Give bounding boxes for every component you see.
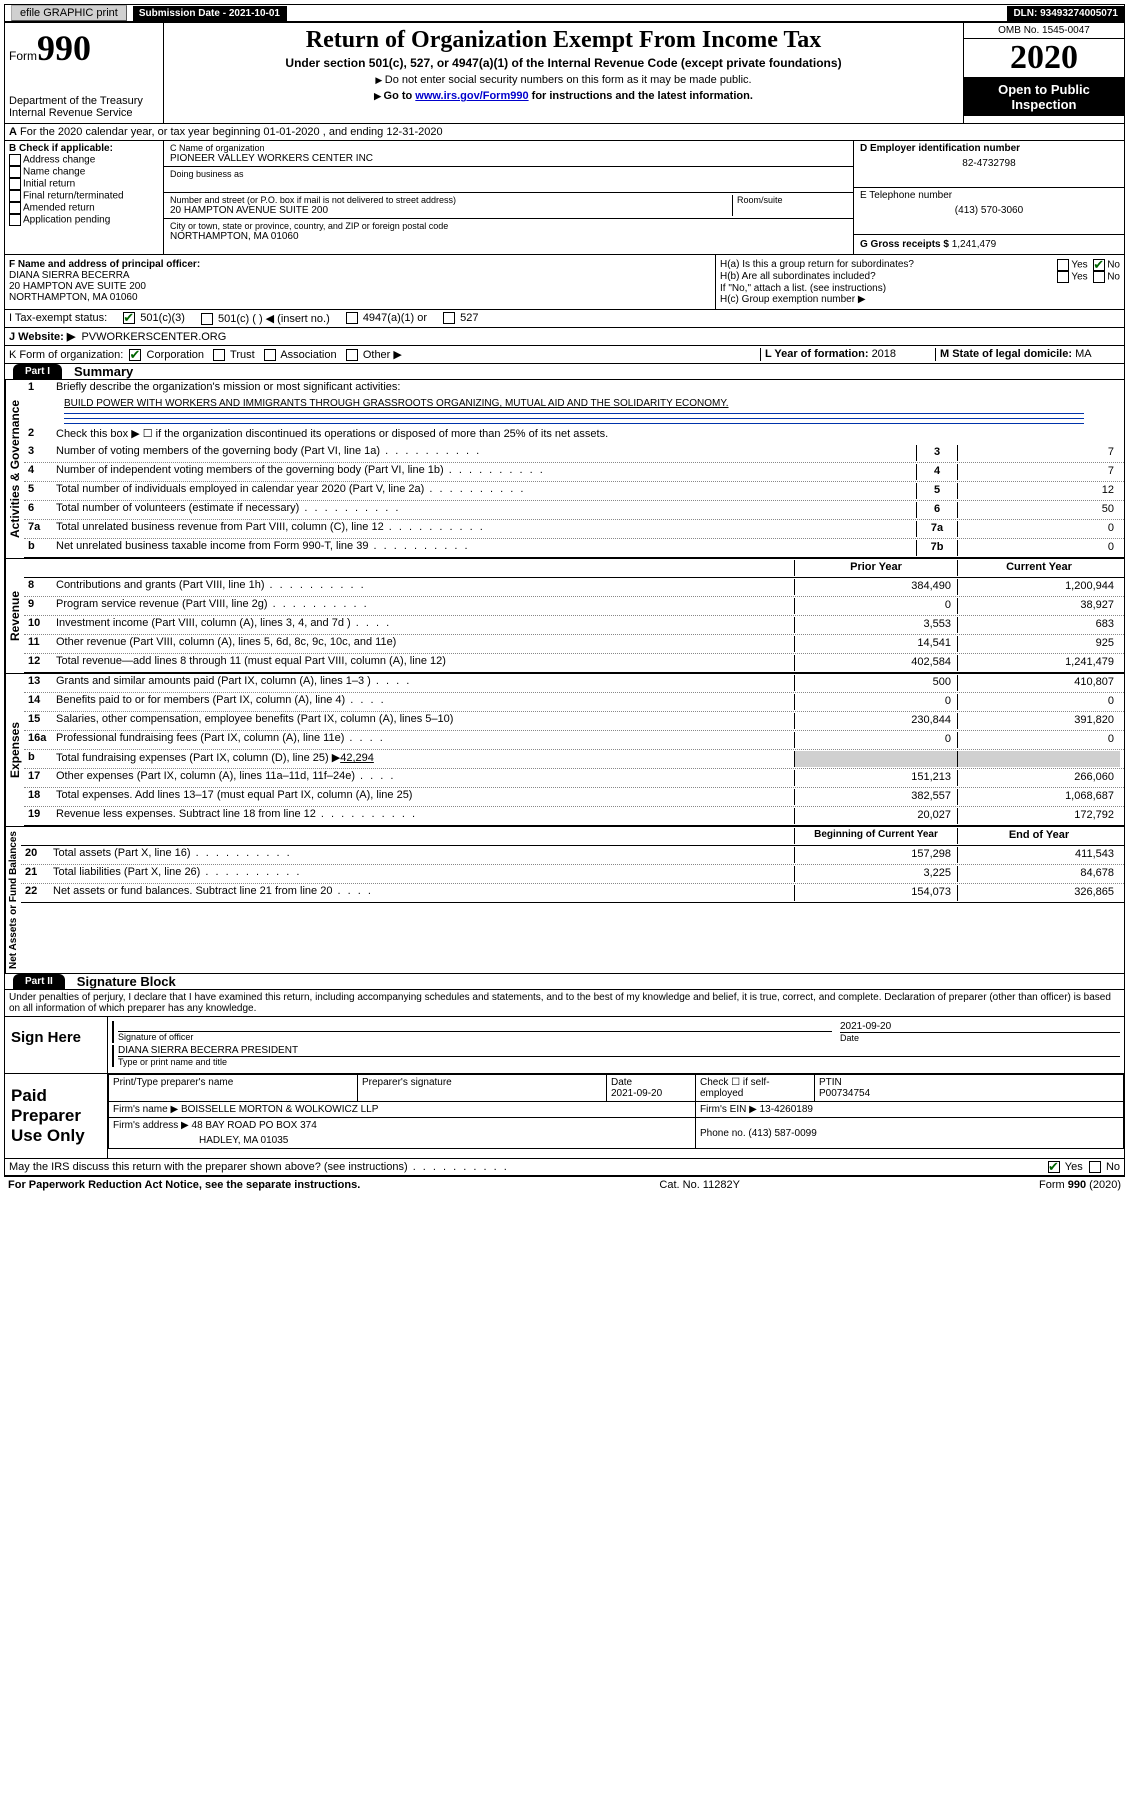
form-title: Return of Organization Exempt From Incom… — [168, 27, 959, 54]
cb-amended-return[interactable] — [9, 202, 21, 214]
row-i-tax-status: I Tax-exempt status: 501(c)(3) 501(c) ( … — [5, 310, 1124, 328]
form-container: Form990 Department of the Treasury Inter… — [4, 22, 1125, 1177]
section-revenue: Revenue Prior YearCurrent Year 8Contribu… — [5, 559, 1124, 674]
gross-receipts-label: G Gross receipts $ — [860, 239, 952, 250]
irs-label: Internal Revenue Service — [9, 107, 159, 119]
cb-application-pending[interactable] — [9, 214, 21, 226]
cb-discuss-no[interactable] — [1089, 1161, 1101, 1173]
ssn-note: Do not enter social security numbers on … — [168, 74, 959, 86]
hc-label: H(c) Group exemption number ▶ — [720, 294, 1120, 305]
tax-year: 2020 — [964, 38, 1124, 78]
cb-corp[interactable] — [129, 349, 141, 361]
cb-final-return[interactable] — [9, 190, 21, 202]
officer-label: F Name and address of principal officer: — [9, 259, 711, 270]
officer-signature-line[interactable]: Signature of officer 2021-09-20 Date — [112, 1021, 1120, 1043]
submission-date-box: Submission Date - 2021-10-01 — [133, 6, 287, 21]
discuss-row: May the IRS discuss this return with the… — [5, 1159, 1124, 1176]
org-city: NORTHAMPTON, MA 01060 — [170, 231, 847, 242]
ha-label: H(a) Is this a group return for subordin… — [720, 259, 914, 271]
goto-note: Go to www.irs.gov/Form990 for instructio… — [168, 90, 959, 102]
cb-4947[interactable] — [346, 312, 358, 324]
row-klm: K Form of organization: Corporation Trus… — [5, 346, 1124, 364]
org-address: 20 HAMPTON AVENUE SUITE 200 — [170, 205, 732, 216]
sign-here-section: Sign Here Signature of officer 2021-09-2… — [5, 1017, 1124, 1074]
website-value: PVWORKERSCENTER.ORG — [81, 331, 226, 343]
officer-name: DIANA SIERRA BECERRA — [9, 270, 711, 281]
part-ii-header: Part II Signature Block — [5, 974, 1124, 990]
org-name-label: C Name of organization — [170, 143, 847, 153]
omb-number: OMB No. 1545-0047 — [964, 23, 1124, 38]
row-j-website: J Website: ▶ PVWORKERSCENTER.ORG — [5, 328, 1124, 346]
page-footer: For Paperwork Reduction Act Notice, see … — [4, 1177, 1125, 1193]
org-name: PIONEER VALLEY WORKERS CENTER INC — [170, 153, 847, 164]
dba-label: Doing business as — [170, 169, 847, 179]
cb-name-change[interactable] — [9, 166, 21, 178]
public-inspection: Open to Public Inspection — [964, 78, 1124, 116]
cb-hb-no[interactable] — [1093, 271, 1105, 283]
section-activities-governance: Activities & Governance 1Briefly describ… — [5, 380, 1124, 559]
cb-other[interactable] — [346, 349, 358, 361]
ein-value: 82-4732798 — [860, 154, 1118, 169]
part-i-header: Part I Summary — [5, 364, 1124, 380]
phone-value: (413) 570-3060 — [860, 201, 1118, 216]
form-subtitle: Under section 501(c), 527, or 4947(a)(1)… — [168, 56, 959, 70]
dept-treasury: Department of the Treasury — [9, 95, 159, 107]
mission-text: BUILD POWER WITH WORKERS AND IMMIGRANTS … — [64, 398, 1084, 409]
officer-city: NORTHAMPTON, MA 01060 — [9, 292, 711, 303]
section-bcdeg: B Check if applicable: Address change Na… — [5, 141, 1124, 255]
cb-ha-no[interactable] — [1093, 259, 1105, 271]
cb-501c[interactable] — [201, 313, 213, 325]
hb-note: If "No," attach a list. (see instruction… — [720, 283, 1120, 294]
top-toolbar: efile GRAPHIC print Submission Date - 20… — [4, 4, 1125, 22]
form-number: Form990 — [9, 27, 159, 69]
paid-preparer-section: Paid Preparer Use Only Print/Type prepar… — [5, 1074, 1124, 1159]
gross-receipts-value: 1,241,479 — [952, 239, 997, 250]
section-net-assets: Net Assets or Fund Balances Beginning of… — [5, 827, 1124, 974]
cb-501c3[interactable] — [123, 312, 135, 324]
form990-link[interactable]: www.irs.gov/Form990 — [415, 90, 528, 102]
cb-discuss-yes[interactable] — [1048, 1161, 1060, 1173]
room-label: Room/suite — [737, 195, 847, 205]
officer-addr: 20 HAMPTON AVE SUITE 200 — [9, 281, 711, 292]
cb-ha-yes[interactable] — [1057, 259, 1069, 271]
cb-527[interactable] — [443, 312, 455, 324]
ein-label: D Employer identification number — [860, 143, 1118, 154]
efile-print-button[interactable]: efile GRAPHIC print — [11, 5, 127, 21]
section-expenses: Expenses 13Grants and similar amounts pa… — [5, 674, 1124, 827]
form-header: Form990 Department of the Treasury Inter… — [5, 23, 1124, 124]
cb-hb-yes[interactable] — [1057, 271, 1069, 283]
section-fh: F Name and address of principal officer:… — [5, 255, 1124, 310]
cb-assoc[interactable] — [264, 349, 276, 361]
phone-label: E Telephone number — [860, 190, 1118, 201]
cb-trust[interactable] — [213, 349, 225, 361]
dln-box: DLN: 93493274005071 — [1007, 6, 1124, 21]
city-label: City or town, state or province, country… — [170, 221, 847, 231]
addr-label: Number and street (or P.O. box if mail i… — [170, 195, 732, 205]
box-b-check: B Check if applicable: Address change Na… — [5, 141, 164, 254]
cb-address-change[interactable] — [9, 154, 21, 166]
perjury-statement: Under penalties of perjury, I declare th… — [5, 990, 1124, 1017]
hb-label: H(b) Are all subordinates included? — [720, 271, 876, 283]
cb-initial-return[interactable] — [9, 178, 21, 190]
row-a-tax-year: A For the 2020 calendar year, or tax yea… — [5, 124, 1124, 141]
officer-name-line: DIANA SIERRA BECERRA PRESIDENT Type or p… — [112, 1045, 1120, 1067]
